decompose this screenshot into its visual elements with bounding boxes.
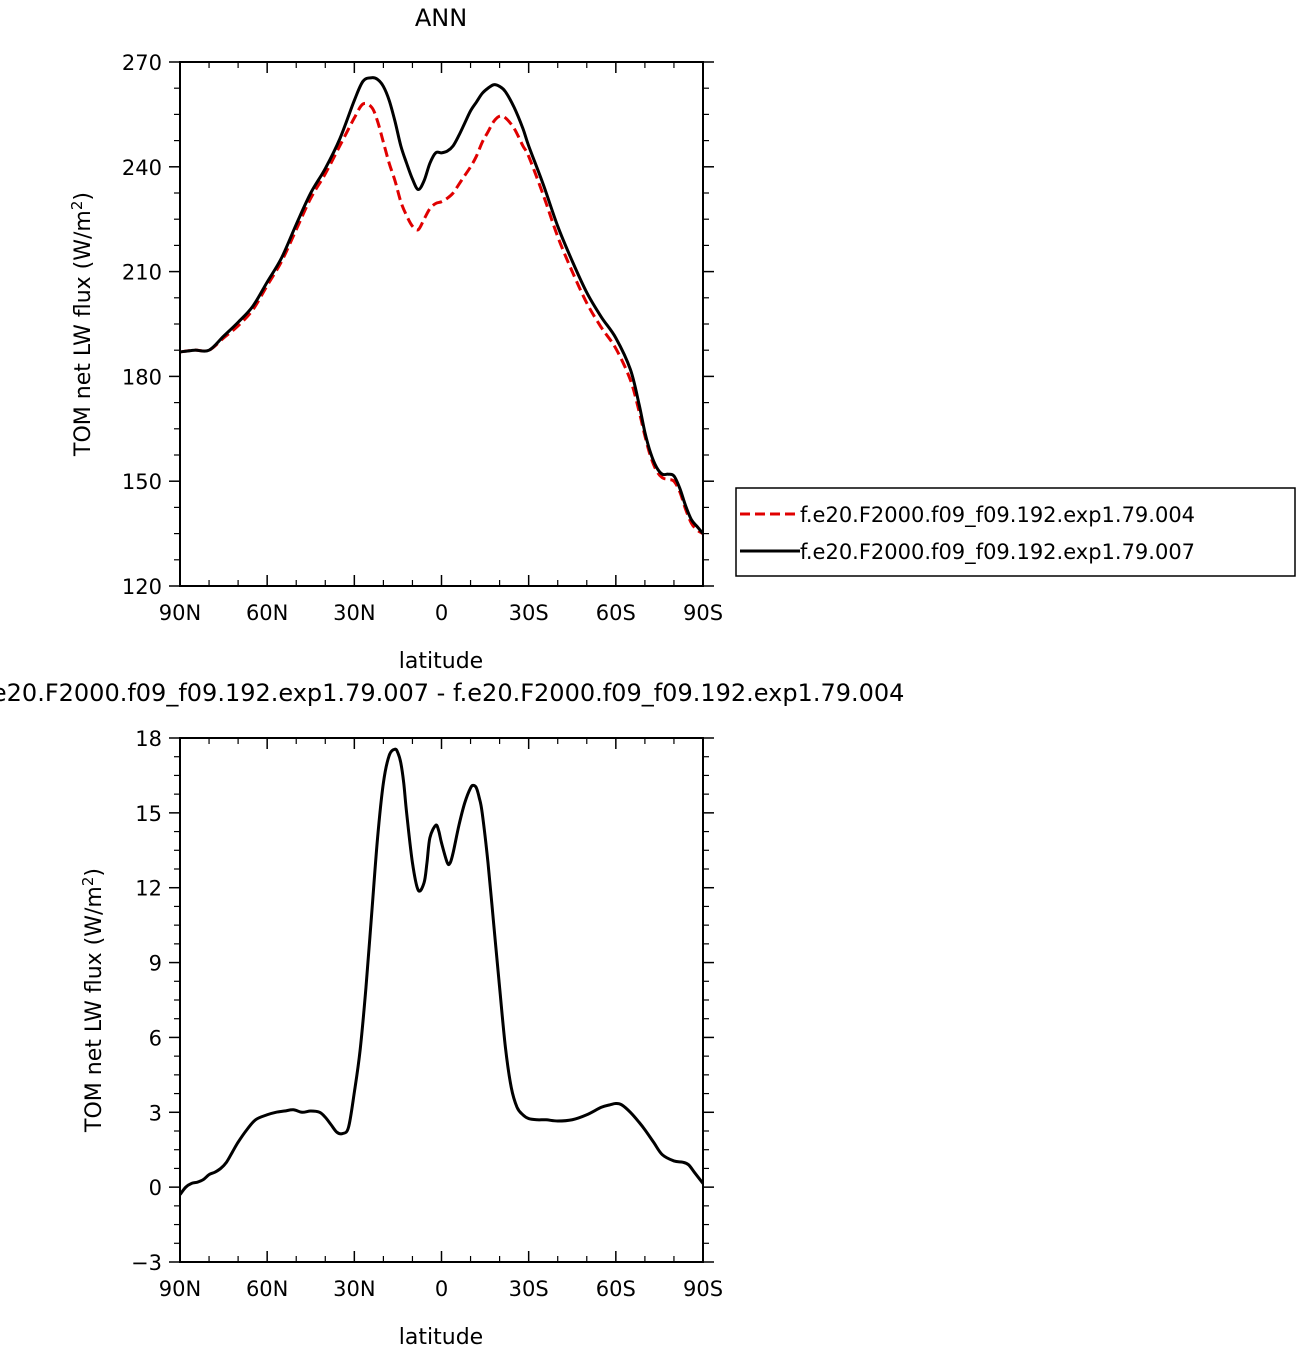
bottom-x-tick-label: 0 <box>435 1277 448 1301</box>
bottom-y-tick-label: 0 <box>149 1176 162 1200</box>
bottom-y-axis-title-sup: 2 <box>79 877 97 887</box>
top-panel: ANN 90N 60N 30N 0 30S 60S 90S 120 150 180 210 240 27… <box>68 4 1296 674</box>
top-x-tick-label: 30N <box>333 601 375 625</box>
bottom-panel: f.e20.F2000.f09_f09.192.exp1.79.007 - f.… <box>0 679 904 1350</box>
bottom-y-tick-label: 18 <box>135 727 162 751</box>
top-y-axis-title-sup: 2 <box>68 201 86 211</box>
bottom-y-axis-title-main: TOM net LW flux (W/m <box>82 886 107 1133</box>
bottom-x-tick-label: 90S <box>683 1277 723 1301</box>
top-x-tick-label: 60S <box>596 601 636 625</box>
top-y-tick-label: 180 <box>122 365 162 389</box>
top-x-tick-label: 90N <box>159 601 201 625</box>
bottom-series-group <box>180 747 703 1196</box>
bottom-tick-group: 90N 60N 30N 0 30S 60S 90S −3 0 3 6 9 12 15 18 <box>131 727 723 1301</box>
bottom-x-axis-title: latitude <box>399 1325 483 1350</box>
top-y-tick-label: 270 <box>122 51 162 75</box>
bottom-y-axis-title: TOM net LW flux (W/m2) <box>79 868 107 1133</box>
bottom-y-tick-label: 15 <box>135 802 162 826</box>
bottom-y-tick-label: 6 <box>149 1026 162 1050</box>
top-y-tick-label: 210 <box>122 261 162 285</box>
bottom-x-tick-label: 60N <box>246 1277 288 1301</box>
bottom-y-tick-label: 9 <box>149 952 162 976</box>
bottom-y-tick-label: −3 <box>131 1251 162 1275</box>
bottom-x-tick-label: 30N <box>333 1277 375 1301</box>
top-tick-group: 90N 60N 30N 0 30S 60S 90S 120 150 180 210 240 270 <box>122 51 723 625</box>
top-series-line-1 <box>180 76 703 535</box>
top-x-axis-title: latitude <box>399 649 483 674</box>
bottom-x-tick-label: 60S <box>596 1277 636 1301</box>
legend-label-004: f.e20.F2000.f09_f09.192.exp1.79.004 <box>800 503 1195 528</box>
top-y-axis-title-end: ) <box>71 192 96 201</box>
bottom-series-line-0 <box>180 747 703 1196</box>
top-chart-title: ANN <box>415 4 467 32</box>
top-x-tick-label: 90S <box>683 601 723 625</box>
top-y-axis-title: TOM net LW flux (W/m2) <box>68 192 96 457</box>
top-plot-frame <box>179 61 704 587</box>
bottom-y-tick-label: 3 <box>149 1101 162 1125</box>
top-x-tick-label: 30S <box>509 601 549 625</box>
top-y-tick-label: 240 <box>122 156 162 180</box>
legend: f.e20.F2000.f09_f09.192.exp1.79.004 f.e2… <box>735 487 1296 577</box>
top-series-line-0 <box>180 101 703 535</box>
top-y-tick-label: 120 <box>122 575 162 599</box>
legend-label-007: f.e20.F2000.f09_f09.192.exp1.79.007 <box>800 540 1195 565</box>
bottom-chart-title: f.e20.F2000.f09_f09.192.exp1.79.007 - f.… <box>0 679 904 707</box>
bottom-x-tick-label: 30S <box>509 1277 549 1301</box>
top-y-axis-title-main: TOM net LW flux (W/m <box>71 210 96 457</box>
top-x-tick-label: 60N <box>246 601 288 625</box>
bottom-plot-frame <box>179 737 704 1263</box>
top-series-group <box>180 76 703 535</box>
bottom-x-tick-label: 90N <box>159 1277 201 1301</box>
top-y-tick-label: 150 <box>122 470 162 494</box>
bottom-y-tick-label: 12 <box>135 877 162 901</box>
top-x-tick-label: 0 <box>435 601 448 625</box>
bottom-y-axis-title-end: ) <box>82 868 107 877</box>
legend-box <box>735 487 1296 577</box>
